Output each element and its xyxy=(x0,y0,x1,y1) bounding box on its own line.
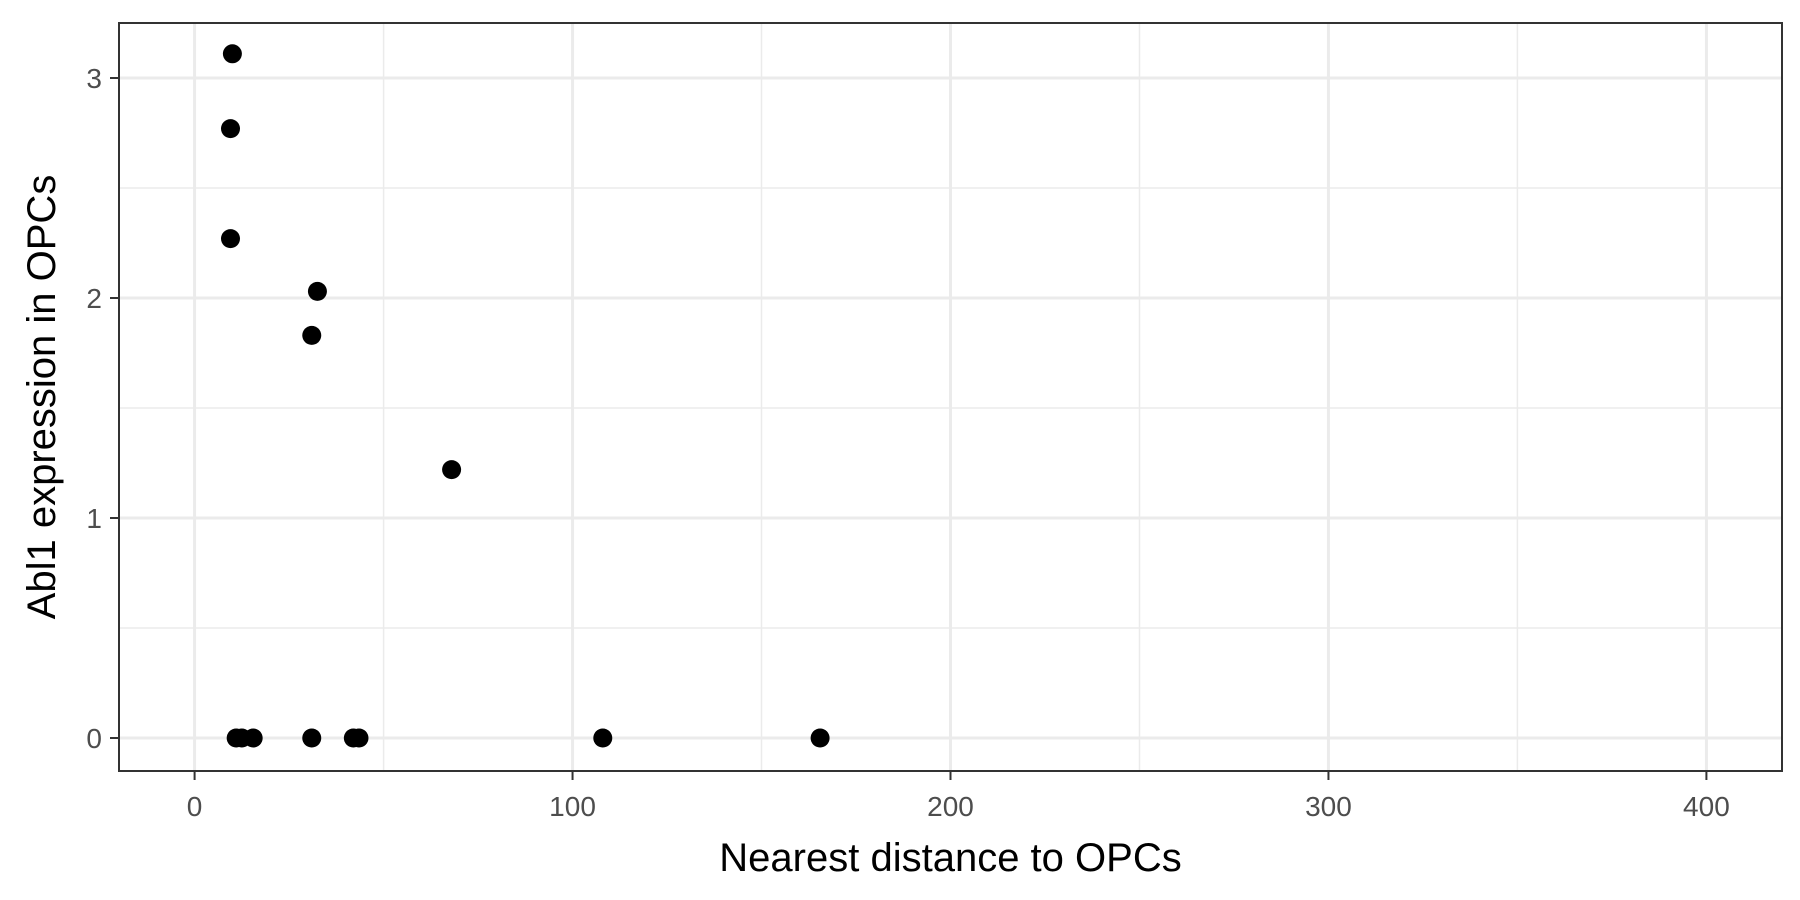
y-axis: 0 1 2 3 xyxy=(86,63,119,754)
x-tick-label-2: 200 xyxy=(927,791,974,822)
data-point-2 xyxy=(220,229,240,249)
x-tick-label-1: 100 xyxy=(549,791,596,822)
y-axis-title: Abl1 expression in OPCs xyxy=(20,175,64,620)
data-point-0 xyxy=(222,44,242,64)
x-tick-label-4: 400 xyxy=(1683,791,1730,822)
x-axis: 0 100 200 300 400 xyxy=(187,771,1730,822)
y-tick-label-0: 0 xyxy=(86,723,102,754)
data-point-12 xyxy=(593,728,613,748)
data-points xyxy=(220,44,830,748)
y-tick-label-1: 1 xyxy=(86,503,102,534)
data-point-4 xyxy=(302,325,322,345)
x-tick-label-0: 0 xyxy=(187,791,203,822)
data-point-9 xyxy=(302,728,322,748)
data-point-13 xyxy=(810,728,830,748)
data-point-11 xyxy=(349,728,369,748)
x-tick-label-3: 300 xyxy=(1305,791,1352,822)
y-tick-label-2: 2 xyxy=(86,283,102,314)
data-point-3 xyxy=(307,281,327,301)
data-point-5 xyxy=(442,460,462,480)
y-tick-label-3: 3 xyxy=(86,63,102,94)
major-gridlines xyxy=(119,23,1782,771)
x-axis-title: Nearest distance to OPCs xyxy=(719,836,1181,880)
data-point-1 xyxy=(220,119,240,139)
data-point-8 xyxy=(243,728,263,748)
